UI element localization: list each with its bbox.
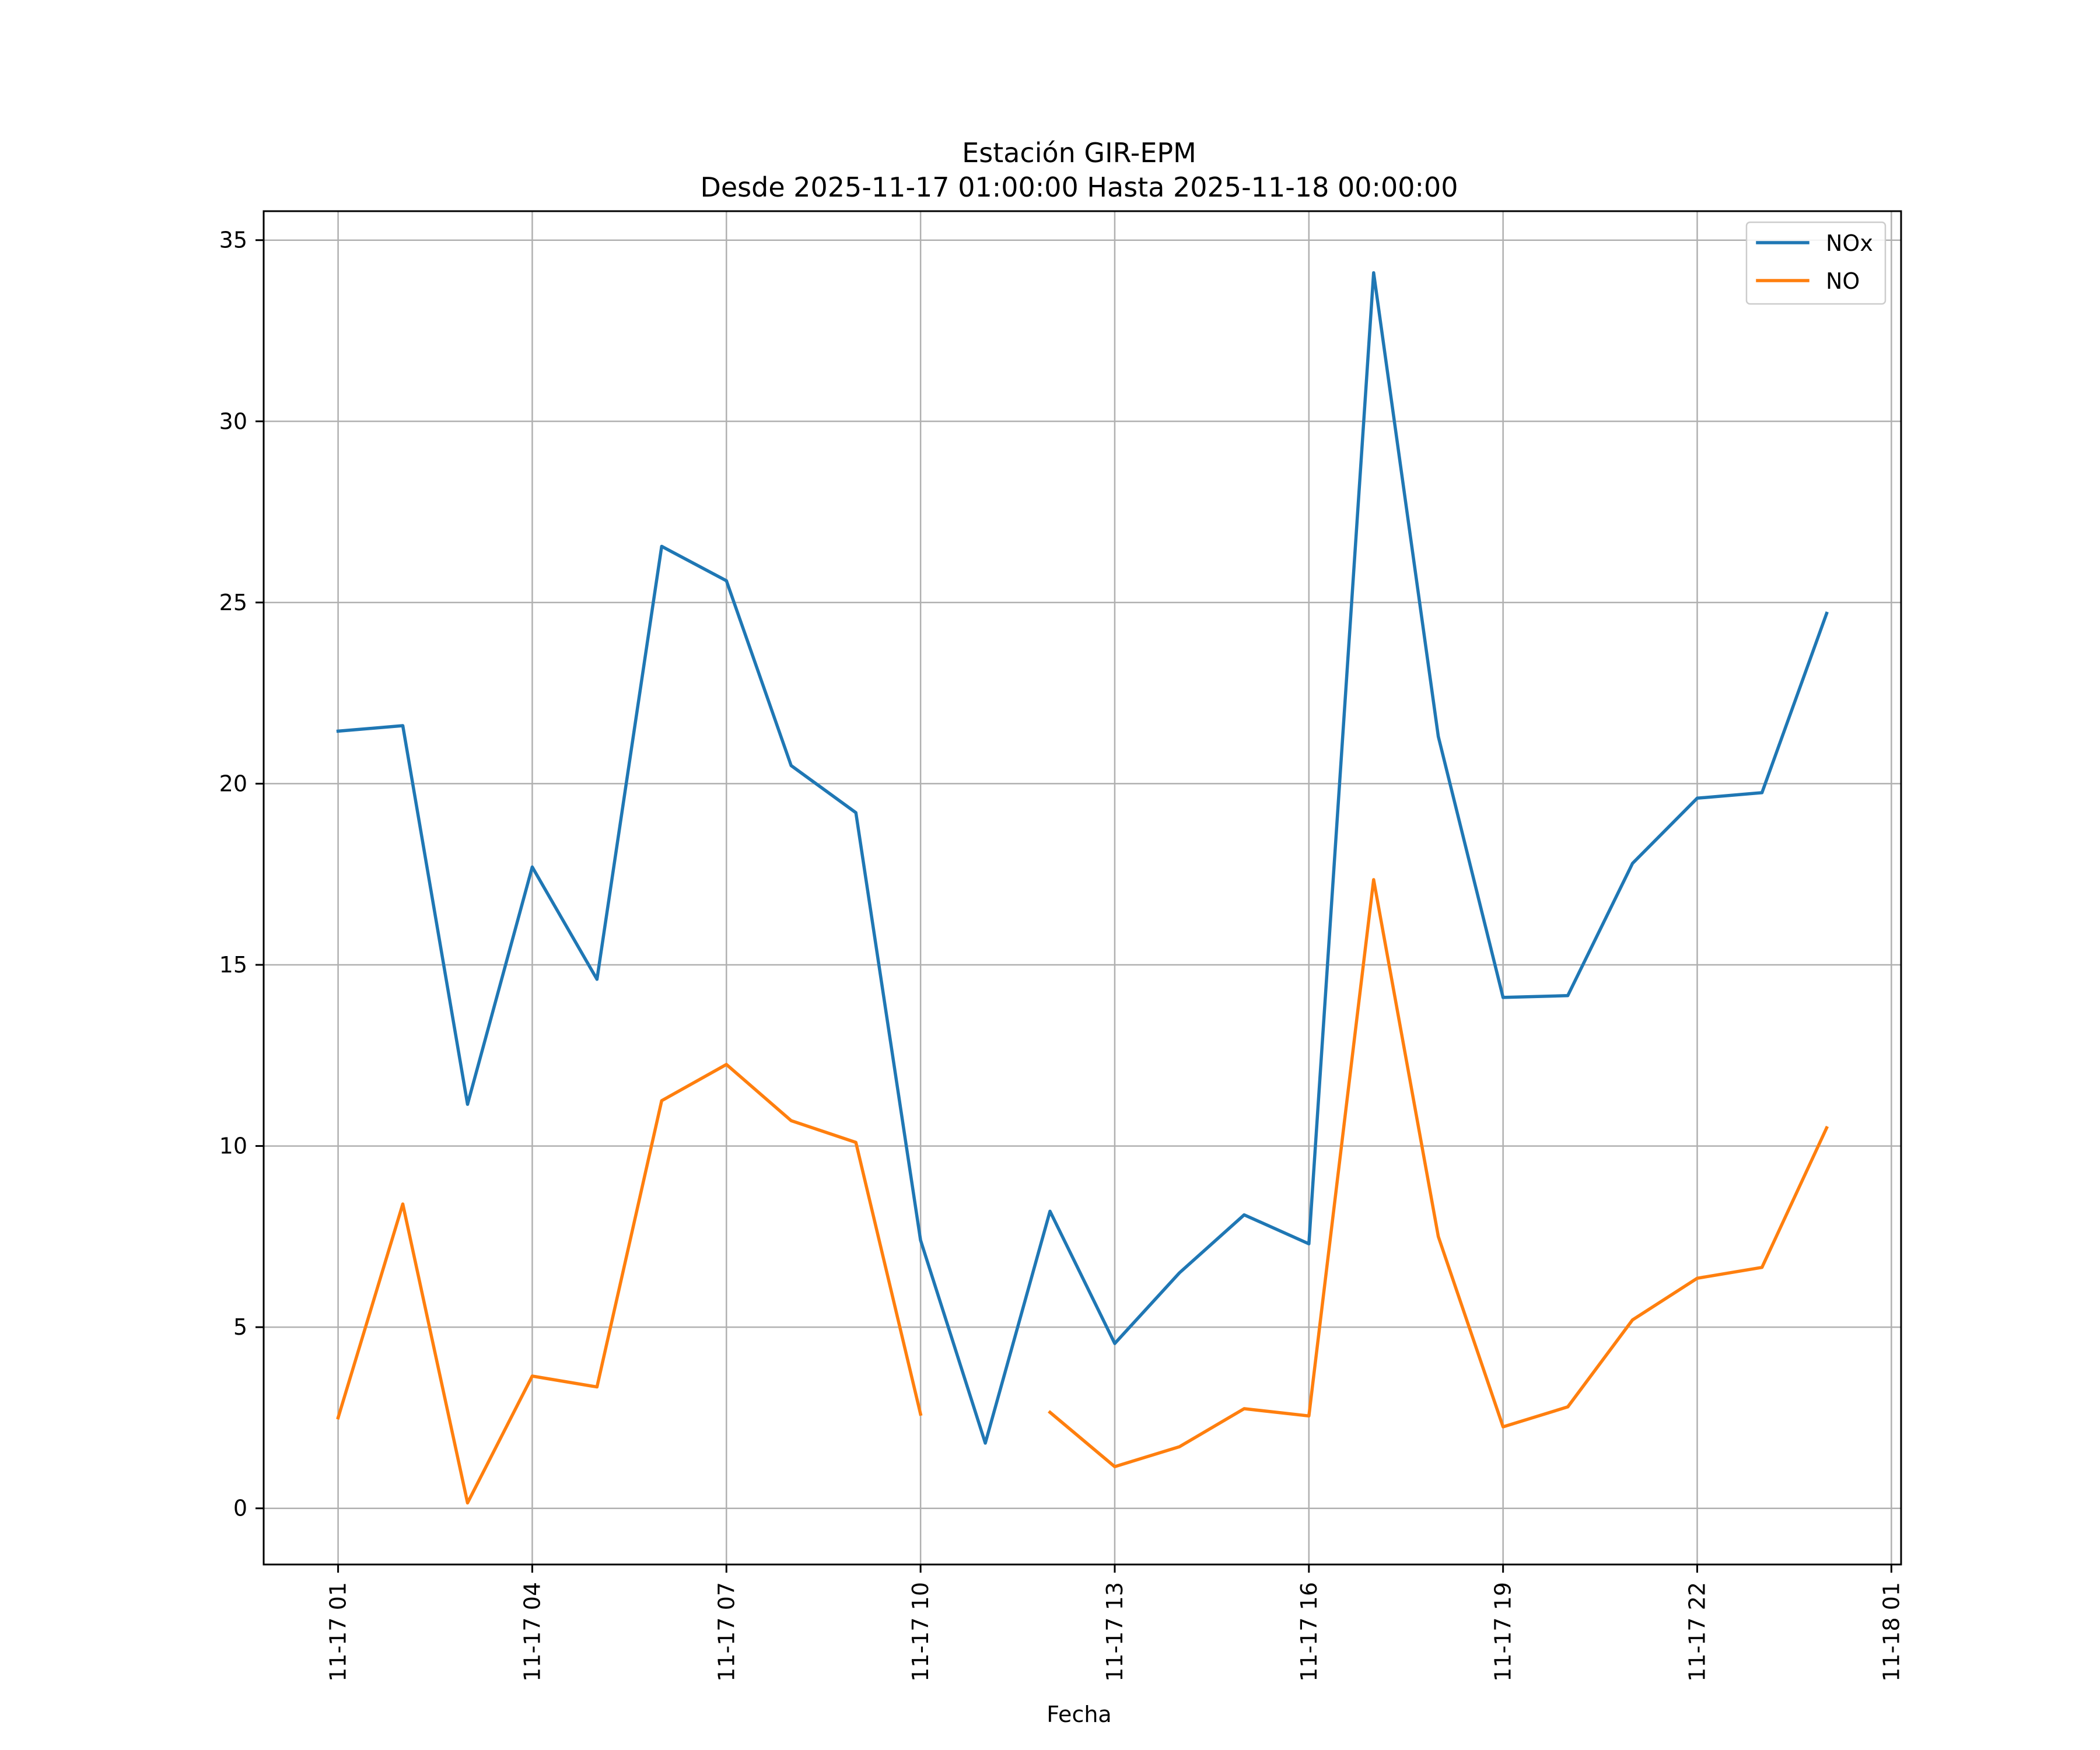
x-axis-label: Fecha bbox=[1046, 1702, 1111, 1727]
x-tick-label: 11-17 16 bbox=[1296, 1582, 1322, 1682]
y-tick-label: 30 bbox=[219, 408, 247, 434]
axis-ticks: 11-17 01 11-17 04 11-17 07 11-17 10 11-17 13… bbox=[219, 228, 1905, 1682]
series-line-nox bbox=[336, 271, 1829, 1445]
y-tick-label: 35 bbox=[219, 228, 247, 253]
x-tick-label: 11-18 01 bbox=[1878, 1582, 1904, 1682]
series-line-no bbox=[336, 1063, 923, 1505]
x-tick-label: 11-17 19 bbox=[1490, 1582, 1516, 1682]
x-tick-label: 11-17 07 bbox=[713, 1582, 739, 1682]
legend-label-no: NO bbox=[1826, 268, 1860, 294]
y-tick-label: 0 bbox=[233, 1496, 247, 1521]
y-tick-label: 15 bbox=[219, 952, 247, 978]
y-tick-label: 25 bbox=[219, 590, 247, 615]
x-tick-label: 11-17 04 bbox=[519, 1582, 545, 1682]
x-tick-label: 11-17 10 bbox=[908, 1582, 933, 1682]
legend-label-nox: NOx bbox=[1826, 230, 1873, 256]
y-tick-label: 20 bbox=[219, 771, 247, 796]
y-tick-label: 5 bbox=[233, 1314, 247, 1340]
x-tick-label: 11-17 13 bbox=[1102, 1582, 1128, 1682]
chart-title: Estación GIR-EPM bbox=[962, 137, 1196, 169]
plot-area-frame bbox=[262, 210, 1902, 1566]
legend: NOx NO bbox=[1745, 221, 1887, 305]
x-tick-label: 11-17 01 bbox=[326, 1582, 351, 1682]
chart-subtitle: Desde 2025-11-17 01:00:00 Hasta 2025-11-… bbox=[700, 172, 1458, 203]
data-series bbox=[336, 271, 1829, 1505]
y-tick-label: 10 bbox=[219, 1133, 247, 1159]
x-tick-label: 11-17 22 bbox=[1685, 1582, 1710, 1682]
